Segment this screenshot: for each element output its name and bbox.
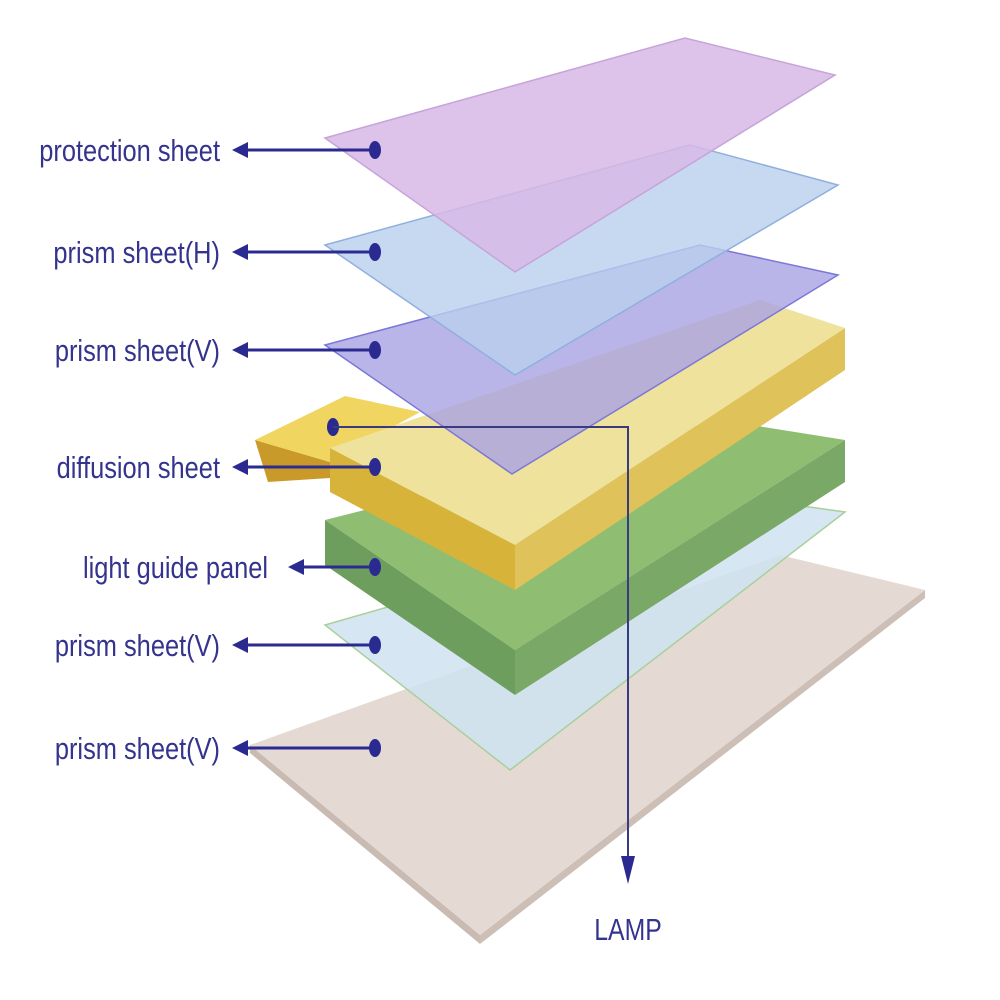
light-guide-right-side <box>515 440 845 695</box>
lamp-tab-side <box>255 440 330 482</box>
arrowhead-icon <box>232 459 248 475</box>
layer-label-prismV1: prism sheet(V) <box>55 334 220 369</box>
anchor-dot <box>369 243 381 261</box>
layer-label-prismV2: prism sheet(V) <box>55 629 220 664</box>
arrowhead-icon <box>621 856 635 884</box>
protection-sheet <box>323 37 837 273</box>
layer-label-diffusion: diffusion sheet <box>57 451 220 486</box>
arrowhead-icon <box>232 244 248 260</box>
arrowhead-icon <box>232 142 248 158</box>
base-sheet <box>250 555 925 935</box>
anchor-dot <box>369 341 381 359</box>
anchor-dot <box>369 141 381 159</box>
arrowhead-icon <box>232 342 248 358</box>
diffusion-left-side <box>330 448 515 590</box>
anchor-dot <box>369 636 381 654</box>
arrowhead-icon <box>232 637 248 653</box>
diffusion-right-side <box>515 328 845 590</box>
layer-label-prismH: prism sheet(H) <box>53 236 220 271</box>
lamp-leader-line <box>333 426 629 868</box>
lamp-label: LAMP <box>594 912 662 946</box>
layer-label-base: prism sheet(V) <box>55 732 220 767</box>
base-sheet-side-right <box>480 590 925 944</box>
arrowhead-icon <box>232 740 248 756</box>
layer-label-lightguide: light guide panel <box>83 551 268 586</box>
layer-label-protection: protection sheet <box>39 134 220 169</box>
anchor-dot <box>369 739 381 757</box>
anchor-dot <box>369 458 381 476</box>
arrowhead-icon <box>288 559 304 575</box>
base-sheet-side <box>250 745 480 944</box>
anchor-dot <box>369 558 381 576</box>
